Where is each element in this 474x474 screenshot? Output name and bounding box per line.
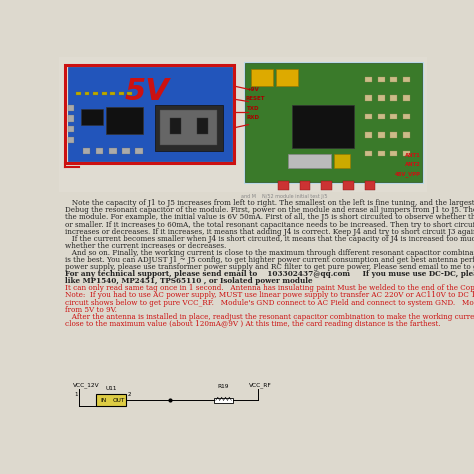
Bar bbox=[402, 151, 410, 156]
Bar bbox=[300, 181, 310, 190]
Bar bbox=[276, 69, 298, 86]
Text: or smaller. If it increases to 60mA, the total resonant capacitance needs to be : or smaller. If it increases to 60mA, the… bbox=[64, 220, 474, 228]
Text: U11: U11 bbox=[105, 385, 117, 391]
Text: RESET: RESET bbox=[246, 96, 265, 101]
Text: and M    N/52 module initial test J/5: and M N/52 module initial test J/5 bbox=[241, 194, 328, 199]
Bar bbox=[365, 95, 373, 101]
Bar bbox=[85, 92, 90, 95]
Text: Note:  If you had to use AC power supply, MUST use linear powe supply to transfe: Note: If you had to use AC power supply,… bbox=[64, 292, 474, 300]
Text: OUT: OUT bbox=[113, 398, 125, 403]
Bar bbox=[76, 92, 81, 95]
Bar bbox=[197, 118, 208, 134]
Text: It can only read same tag once in 1 second.   Antenna has insulating paint Must : It can only read same tag once in 1 seco… bbox=[64, 284, 474, 292]
Text: 2: 2 bbox=[128, 392, 131, 398]
Bar bbox=[402, 132, 410, 138]
Text: ANT1: ANT1 bbox=[404, 153, 420, 158]
Text: TXD: TXD bbox=[247, 106, 259, 110]
Text: IN: IN bbox=[100, 398, 107, 403]
Bar bbox=[245, 86, 262, 93]
Bar bbox=[378, 77, 385, 82]
Bar bbox=[68, 115, 74, 121]
Bar bbox=[365, 132, 373, 138]
Bar bbox=[334, 154, 350, 168]
Bar bbox=[390, 77, 397, 82]
Text: increases or decreases. If it increases, it means that adding J4 is correct. Kee: increases or decreases. If it increases,… bbox=[64, 228, 474, 236]
Text: If the current becomes smaller when J4 is short circuited, it means that the cap: If the current becomes smaller when J4 i… bbox=[64, 235, 474, 243]
Text: VCC_RF: VCC_RF bbox=[249, 383, 272, 388]
Bar bbox=[365, 151, 373, 156]
Bar bbox=[59, 57, 427, 191]
Bar bbox=[68, 67, 232, 161]
Text: 5V: 5V bbox=[124, 77, 169, 106]
Bar bbox=[65, 64, 235, 163]
Bar bbox=[365, 181, 375, 190]
Bar bbox=[109, 148, 117, 154]
Text: After the antenna is installed in place, readjust the resonant capacitor combina: After the antenna is installed in place,… bbox=[64, 313, 474, 321]
Bar bbox=[68, 105, 74, 111]
Text: power supply, please use transformer power supply and RC filter to get pure powe: power supply, please use transformer pow… bbox=[64, 263, 474, 271]
Bar bbox=[390, 151, 397, 156]
Text: VCC_12V: VCC_12V bbox=[73, 383, 100, 388]
Bar bbox=[292, 105, 354, 148]
Bar bbox=[245, 95, 266, 102]
Bar bbox=[390, 114, 397, 119]
Bar bbox=[288, 154, 330, 168]
Text: Note the capacity of J1 to J5 increases from left to right. The smallest on the : Note the capacity of J1 to J5 increases … bbox=[64, 200, 474, 207]
Bar bbox=[170, 118, 181, 134]
Bar bbox=[119, 92, 124, 95]
Bar bbox=[378, 151, 385, 156]
Bar bbox=[68, 137, 74, 143]
Bar bbox=[155, 105, 223, 151]
Bar bbox=[81, 109, 103, 125]
Bar bbox=[244, 62, 423, 184]
Bar bbox=[378, 132, 385, 138]
Bar bbox=[390, 132, 397, 138]
Text: Debug the resonant capacitor of the module. First, power on the module and erase: Debug the resonant capacitor of the modu… bbox=[64, 206, 474, 214]
Bar bbox=[245, 105, 262, 111]
Text: RXD: RXD bbox=[246, 115, 259, 120]
Bar bbox=[128, 92, 132, 95]
Bar bbox=[365, 114, 373, 119]
Text: whether the current increases or decreases.: whether the current increases or decreas… bbox=[64, 242, 226, 250]
Text: circuit shows below to get pure VCC_RF.   Module's GND connect to AC Field and c: circuit shows below to get pure VCC_RF. … bbox=[64, 299, 474, 307]
Bar bbox=[106, 107, 143, 134]
Bar bbox=[160, 110, 218, 146]
Bar bbox=[135, 148, 143, 154]
Text: close to the maximum value (about 120mA@9V ) At this time, the card reading dist: close to the maximum value (about 120mA@… bbox=[64, 320, 440, 328]
Text: And so on. Finally, the working current is close to the maximum through differen: And so on. Finally, the working current … bbox=[64, 249, 474, 257]
Bar bbox=[110, 92, 115, 95]
Bar bbox=[402, 114, 410, 119]
Bar bbox=[102, 92, 107, 95]
Text: +9V: +9V bbox=[246, 87, 259, 92]
Text: from 5V to 9V.: from 5V to 9V. bbox=[64, 306, 117, 314]
Bar bbox=[96, 148, 103, 154]
Text: is the best. You can ADJUST J1 ~ J5 config, to get highter power current consump: is the best. You can ADJUST J1 ~ J5 conf… bbox=[64, 256, 474, 264]
Bar bbox=[68, 126, 74, 132]
Bar bbox=[343, 181, 354, 190]
Bar bbox=[378, 114, 385, 119]
Bar bbox=[245, 114, 262, 121]
Text: For any technical support, please send email to    103302437@qq.com     If you m: For any technical support, please send e… bbox=[64, 270, 474, 278]
Bar bbox=[122, 148, 130, 154]
Bar bbox=[82, 148, 90, 154]
Text: like MP1540, MP2451, TPS65110 , or Isolated power module: like MP1540, MP2451, TPS65110 , or Isola… bbox=[64, 277, 312, 285]
Bar bbox=[214, 398, 233, 402]
Bar bbox=[278, 181, 289, 190]
Bar bbox=[321, 181, 332, 190]
Bar bbox=[96, 394, 126, 407]
Bar bbox=[251, 69, 273, 86]
Bar bbox=[365, 77, 373, 82]
Bar bbox=[245, 63, 422, 182]
Bar bbox=[390, 95, 397, 101]
Bar bbox=[93, 92, 98, 95]
Text: 1: 1 bbox=[74, 392, 77, 398]
Bar bbox=[378, 95, 385, 101]
Bar bbox=[402, 77, 410, 82]
Text: R19: R19 bbox=[218, 384, 229, 389]
Bar bbox=[402, 95, 410, 101]
Text: the module. For example, the initial value is 6V 50mA. First of all, the J5 is s: the module. For example, the initial val… bbox=[64, 213, 474, 221]
Text: 48V_VPP: 48V_VPP bbox=[394, 171, 420, 177]
Text: ANT2: ANT2 bbox=[405, 162, 420, 167]
